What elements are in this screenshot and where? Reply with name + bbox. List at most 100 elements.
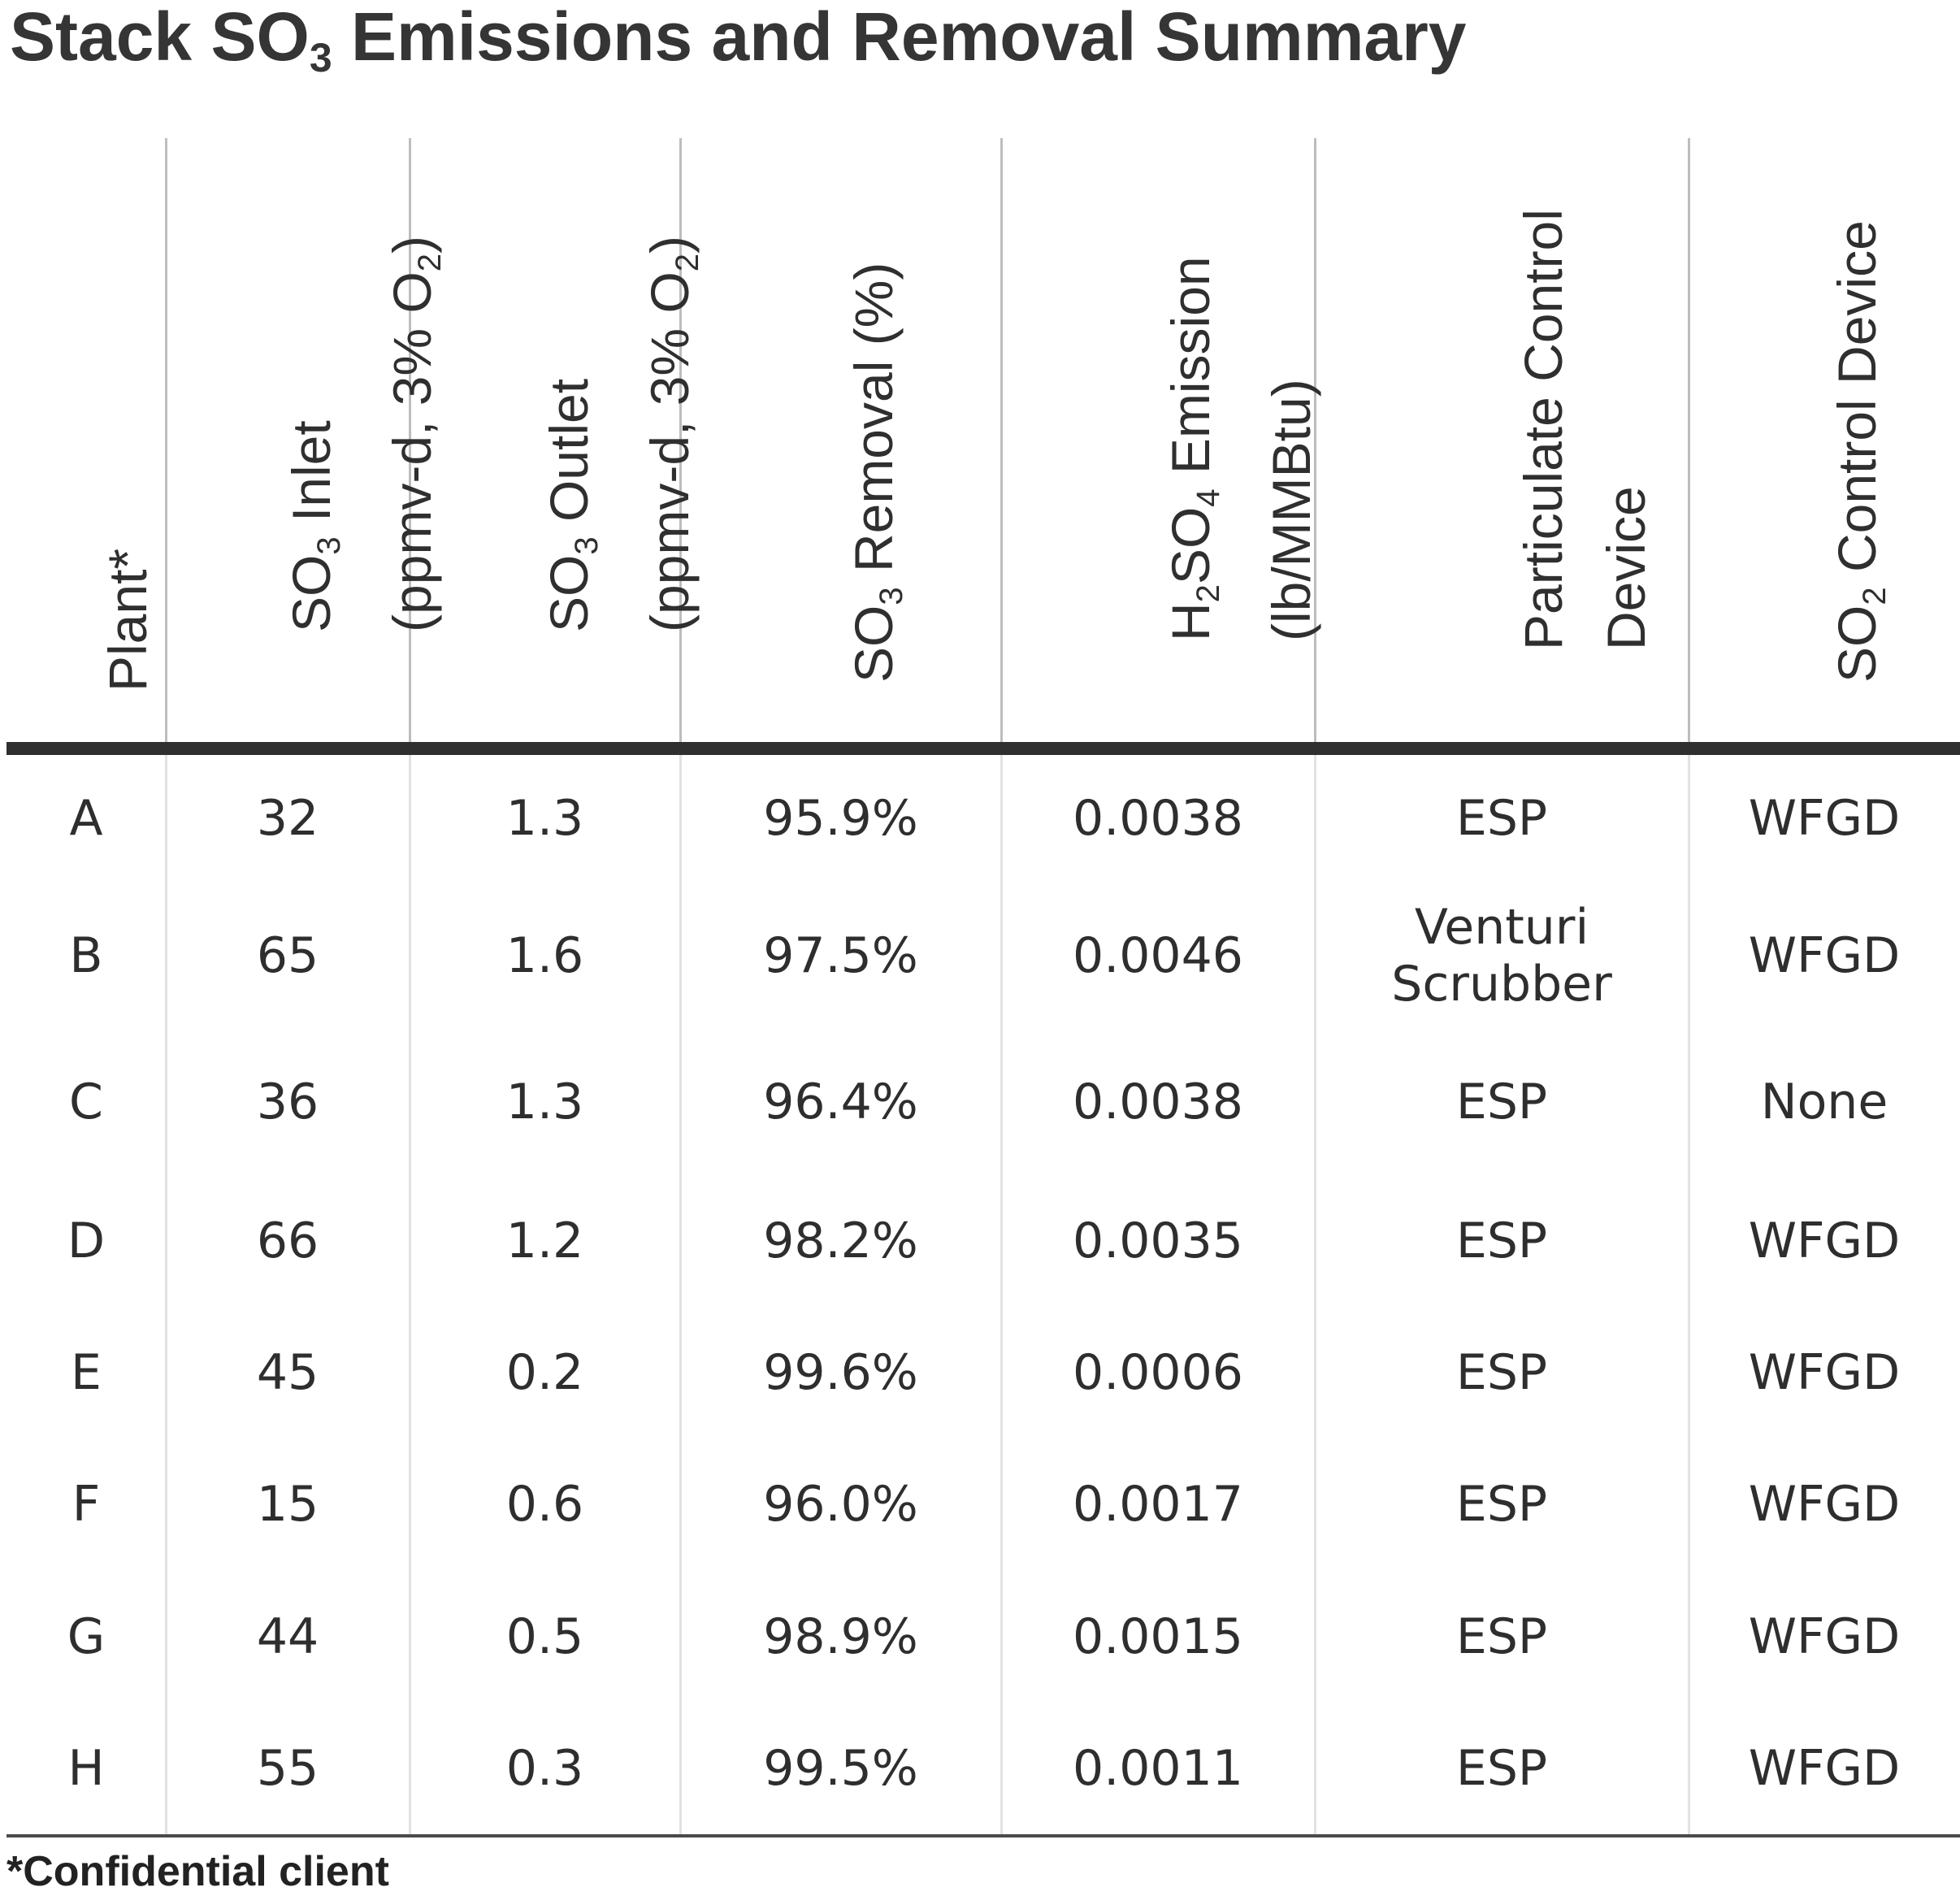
cell-h2so4-emission: 0.0006: [1073, 1344, 1243, 1401]
cell-so3-removal: 98.9%: [763, 1607, 918, 1665]
title-prefix: Stack SO: [10, 0, 310, 75]
header-subscript: 3: [311, 536, 347, 555]
cell-particulate-device: ESP: [1455, 1607, 1548, 1665]
cell-so2-device: WFGD: [1748, 1344, 1901, 1401]
cell-particulate-device: ESP: [1455, 1344, 1548, 1401]
header-text: Removal (%): [843, 262, 904, 588]
header-text: Inlet: [281, 420, 341, 537]
cell-so2-device: WFGD: [1748, 1740, 1901, 1797]
header-subscript: 3: [873, 587, 909, 605]
column-header-label: H2SO4 Emission (lb/MMBtu): [1149, 256, 1333, 641]
cell-plant: F: [72, 1476, 101, 1533]
header-line: SO2 Control Device: [1815, 220, 1916, 683]
cell-so2-device: WFGD: [1748, 927, 1901, 984]
cell-plant: E: [71, 1344, 102, 1401]
cell-so3-outlet: 1.3: [505, 789, 584, 847]
cell-so3-outlet: 0.5: [505, 1607, 584, 1665]
header-text: (lb/MMBtu): [1261, 379, 1321, 641]
cell-plant: G: [67, 1607, 106, 1665]
cell-so3-removal: 98.2%: [763, 1212, 918, 1269]
header-rule: [7, 742, 1960, 755]
cell-so3-outlet: 0.3: [505, 1740, 584, 1797]
cell-plant: D: [67, 1212, 106, 1269]
column-divider-body: [1314, 754, 1316, 1835]
cell-h2so4-emission: 0.0011: [1073, 1740, 1243, 1797]
cell-so3-outlet: 1.2: [505, 1212, 584, 1269]
cell-so3-outlet: 1.3: [505, 1074, 584, 1130]
column-header-so2-device: SO2 Control Device: [1689, 138, 1960, 740]
cell-so2-device: WFGD: [1748, 789, 1901, 847]
cell-so3-inlet: 15: [256, 1476, 319, 1533]
column-header-plant: Plant*: [7, 138, 166, 740]
header-line: Plant*: [86, 549, 169, 692]
header-text: Control Device: [1827, 220, 1887, 588]
column-header-so3-removal: SO3 Removal (%): [680, 138, 1001, 740]
header-line: SO3 Inlet: [270, 236, 371, 632]
header-line: Particulate Control: [1502, 209, 1585, 650]
column-header-h2so4-emission: H2SO4 Emission (lb/MMBtu): [1001, 138, 1321, 740]
cell-plant: C: [69, 1074, 103, 1130]
column-header-label: Particulate Control Device: [1502, 209, 1667, 650]
cell-so3-inlet: 44: [256, 1607, 319, 1665]
column-header-particulate-device: Particulate Control Device: [1315, 138, 1689, 740]
cell-so3-removal: 99.5%: [763, 1740, 918, 1797]
cell-so3-removal: 97.5%: [763, 927, 918, 984]
cell-h2so4-emission: 0.0038: [1073, 789, 1243, 847]
column-header-label: SO3 Removal (%): [832, 262, 933, 683]
cell-h2so4-emission: 0.0017: [1073, 1476, 1243, 1533]
cell-particulate-device: ESP: [1455, 1074, 1548, 1130]
cell-plant: B: [69, 927, 103, 984]
title-suffix: Emissions and Removal Summary: [332, 0, 1467, 75]
header-line: H2SO4 Emission: [1149, 256, 1250, 641]
header-text: Plant*: [98, 548, 158, 692]
cell-so3-removal: 96.0%: [763, 1476, 918, 1533]
cell-plant: A: [69, 789, 103, 847]
cell-so3-inlet: 65: [256, 927, 319, 984]
header-line: SO3 Outlet: [527, 236, 628, 632]
header-text: Outlet: [538, 378, 599, 537]
header-text: H: [1160, 602, 1221, 641]
cell-h2so4-emission: 0.0038: [1073, 1074, 1243, 1130]
header-text: Emission: [1160, 256, 1221, 489]
cell-h2so4-emission: 0.0035: [1073, 1212, 1243, 1269]
header-text: Device: [1596, 486, 1656, 650]
cell-plant: H: [67, 1740, 105, 1797]
cell-so3-inlet: 55: [256, 1740, 319, 1797]
cell-so2-device: WFGD: [1748, 1607, 1901, 1665]
header-text: SO: [1160, 506, 1221, 585]
cell-so3-removal: 95.9%: [763, 789, 918, 847]
column-divider-body: [165, 754, 167, 1835]
cell-so3-outlet: 1.6: [505, 927, 584, 984]
header-subscript: 4: [1190, 488, 1226, 507]
cell-so3-outlet: 0.6: [505, 1476, 584, 1533]
cell-so2-device: WFGD: [1748, 1476, 1901, 1533]
cell-so2-device: WFGD: [1748, 1212, 1901, 1269]
header-line: Device: [1585, 209, 1667, 650]
header-text: SO: [281, 554, 341, 632]
column-divider-body: [679, 754, 682, 1835]
cell-so2-device: None: [1760, 1074, 1888, 1130]
footnote: *Confidential client: [7, 1848, 389, 1895]
page-title: Stack SO3 Emissions and Removal Summary: [10, 0, 1467, 80]
header-subscript: 2: [1190, 584, 1226, 603]
cell-so3-outlet: 0.2: [505, 1344, 584, 1401]
table-bottom-rule: [7, 1834, 1960, 1837]
cell-h2so4-emission: 0.0015: [1073, 1607, 1243, 1665]
cell-so3-inlet: 45: [256, 1344, 319, 1401]
column-divider-body: [1688, 754, 1690, 1835]
column-header-so3-outlet: SO3 Outlet (ppmv-d, 3% O2): [410, 138, 705, 740]
cell-so3-inlet: 36: [256, 1074, 319, 1130]
cell-particulate-device: ESP: [1455, 1740, 1548, 1797]
column-header-label: SO2 Control Device: [1815, 220, 1916, 683]
cell-so3-removal: 96.4%: [763, 1074, 918, 1130]
header-text: SO: [538, 554, 599, 632]
cell-particulate-device: ESP: [1455, 1476, 1548, 1533]
header-subscript: 2: [1857, 587, 1893, 605]
header-line: SO3 Removal (%): [832, 262, 933, 683]
column-divider-body: [1000, 754, 1003, 1835]
cell-h2so4-emission: 0.0046: [1073, 927, 1243, 984]
cell-particulate-device: ESP: [1455, 789, 1548, 847]
cell-so3-inlet: 32: [256, 789, 319, 847]
header-subscript: 3: [568, 536, 605, 555]
header-text: SO: [1827, 605, 1887, 683]
